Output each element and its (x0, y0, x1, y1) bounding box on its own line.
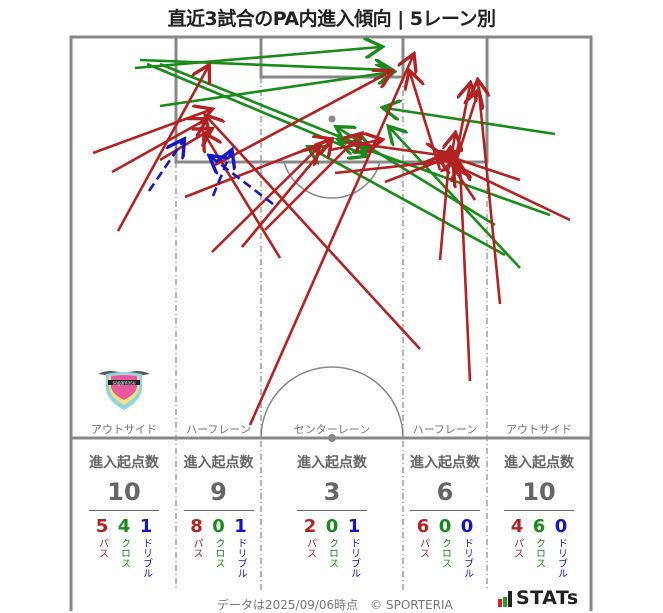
dribble-count: 1 (234, 516, 247, 537)
chart-title: 直近3試合のPA内進入傾向 | 5レーン別 (167, 8, 496, 30)
cross-label: クロス (118, 538, 130, 568)
entry-count-header: 進入起点数 (297, 455, 367, 471)
entry-total: 10 (522, 478, 556, 506)
lane-stats-right-outside: 進入起点数 10 4 パス 6 クロス 0 ドリブル (487, 452, 591, 578)
entry-total: 3 (323, 478, 341, 506)
lane-label-right-halfspace: ハーフレーン (412, 423, 478, 436)
brand-name: STATs (516, 587, 579, 609)
dribble-count: 0 (460, 516, 474, 537)
entry-total: 9 (210, 478, 227, 506)
divider (410, 510, 480, 511)
cross-label: クロス (326, 538, 338, 568)
penalty-arc (283, 161, 381, 199)
cross-label: クロス (213, 538, 224, 568)
cross-count: 6 (532, 516, 546, 537)
pass-count: 2 (303, 516, 317, 537)
dribble-arrows (147, 141, 274, 206)
pass-label: パス (417, 538, 429, 558)
center-circle (260, 366, 404, 439)
lane-stats-right-halfspace: 進入起点数 6 6 パス 0 クロス 0 ドリブル (403, 452, 487, 578)
cross-label: クロス (439, 538, 451, 568)
lane-dividers (175, 77, 488, 590)
lane-label-center: センターレーン (293, 423, 371, 436)
cross-label: クロス (533, 538, 545, 568)
lane-stats-center: 進入起点数 3 2 パス 0 クロス 1 ドリブル (261, 452, 403, 578)
cross-count: 0 (438, 516, 452, 537)
cross-count: 0 (325, 516, 339, 537)
cross-count: 4 (117, 516, 131, 537)
dribble-count: 0 (554, 516, 568, 537)
divider (89, 510, 159, 511)
divider (183, 510, 254, 511)
lane-stats-left-outside: 進入起点数 10 5 パス 4 クロス 1 ドリブル (72, 452, 176, 578)
entry-count-header: 進入起点数 (89, 455, 159, 471)
entry-total: 10 (107, 478, 141, 506)
lane-stats-left-halfspace: 進入起点数 9 8 パス 0 クロス 1 ドリブル (176, 452, 261, 578)
cross-count: 0 (212, 516, 225, 537)
bar-chart-icon (498, 591, 512, 607)
dribble-label: ドリブル (235, 538, 246, 578)
dribble-label: ドリブル (348, 538, 360, 578)
pass-label: パス (96, 538, 108, 558)
pass-label: パス (304, 538, 316, 558)
center-spot (328, 434, 336, 442)
divider (504, 510, 574, 511)
divider (297, 510, 367, 511)
dribble-count: 1 (347, 516, 361, 537)
pass-label: パス (511, 538, 523, 558)
dribble-label: ドリブル (555, 538, 567, 578)
pass-count: 5 (95, 516, 109, 537)
pass-count: 8 (190, 516, 203, 537)
entry-count-header: 進入起点数 (410, 455, 480, 471)
lane-label-left-halfspace: ハーフレーン (186, 423, 251, 436)
svg-text:sagantosu: sagantosu (112, 380, 135, 386)
pass-count: 4 (510, 516, 524, 537)
pass-label: パス (191, 538, 202, 558)
pass-arrows (92, 56, 571, 426)
dribble-count: 1 (139, 516, 153, 537)
entry-count-header: 進入起点数 (183, 455, 254, 471)
dribble-label: ドリブル (140, 538, 152, 578)
lane-label-right-outside: アウトサイド (506, 423, 572, 436)
stats-brand-logo: STATs (498, 587, 579, 609)
pass-count: 6 (416, 516, 430, 537)
team-logo: sagantosu (96, 366, 152, 416)
penalty-spot (328, 115, 336, 123)
lane-label-left-outside: アウトサイド (91, 423, 157, 436)
entry-count-header: 進入起点数 (504, 455, 574, 471)
dribble-label: ドリブル (461, 538, 473, 578)
data-date-note: データは2025/09/06時点 © SPORTERIA (217, 598, 453, 612)
entry-total: 6 (436, 478, 454, 506)
